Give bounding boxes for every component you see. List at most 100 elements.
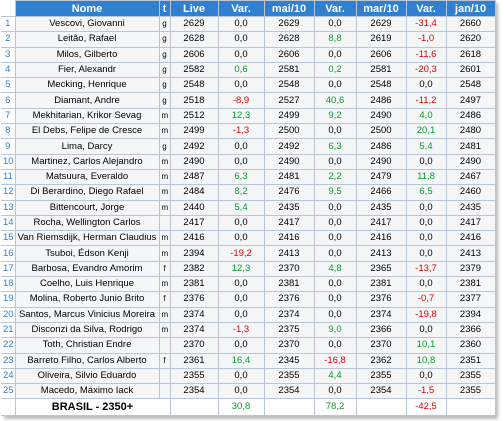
rating-cell: 2476 [263, 184, 315, 201]
var-cell: 20,1 [405, 123, 447, 140]
var-cell: 6,3 [217, 168, 265, 186]
header-cell [1, 0, 15, 17]
table-row: 19 Molina, Roberto Junio Brito f 2376 0,0 237… [1, 291, 496, 308]
title-cell: m [158, 276, 171, 293]
title-cell: m [158, 306, 171, 323]
rating-cell: 2487 [169, 168, 219, 186]
rating-cell: 2460 [445, 184, 496, 201]
header-cell: Var. [405, 0, 447, 17]
title-cell: m [158, 123, 171, 140]
var-cell: 0,0 [313, 230, 357, 247]
var-cell: 0,0 [313, 245, 357, 262]
header-cell: Var. [313, 0, 357, 17]
footer-cell [1, 398, 16, 417]
table-row: 9 Lima, Darcy g 2492 0,0 2492 6,3 2486 5,4 2481 [1, 138, 496, 155]
var-cell: 0,0 [217, 46, 265, 63]
rating-cell: 2360 [445, 337, 496, 354]
rating-cell: 2435 [263, 199, 315, 216]
var-cell: -1,0 [405, 31, 447, 48]
rating-cell: 2581 [263, 61, 315, 79]
var-cell: 0,0 [217, 291, 265, 308]
rating-cell: 2379 [445, 260, 496, 278]
footer-var: -42,5 [405, 398, 447, 417]
var-cell: 4,8 [313, 260, 357, 278]
var-cell: 0,0 [313, 15, 357, 33]
var-cell: 2,2 [313, 168, 357, 186]
ranking-table: Nome t Live Var. mai/10 Var. mar/10 Var. jan/10 … [1, 0, 496, 417]
name-cell: Toth, Christian Endre [14, 337, 160, 354]
rating-cell: 2606 [169, 46, 219, 63]
rank-cell: 18 [1, 276, 16, 293]
name-cell: Santos, Marcus Vinicius Moreira [14, 306, 160, 323]
var-cell: 0,0 [405, 153, 447, 170]
rank-cell: 16 [1, 245, 16, 262]
title-cell: g [158, 92, 171, 109]
table-row: 12 Di Berardino, Diego Rafael m 2484 8,2 2476… [1, 184, 496, 201]
table-row: 20 Santos, Marcus Vinicius Moreira m 2374 0,… [1, 306, 496, 323]
rank-cell: 5 [1, 77, 16, 94]
title-cell: m [158, 107, 171, 125]
table-row: 4 Fier, Alexandr g 2582 0,6 2581 0,2 2581 -20,3 2… [1, 61, 496, 79]
var-cell: 0,0 [313, 306, 357, 323]
rank-cell: 4 [1, 61, 16, 79]
rating-cell: 2416 [263, 230, 315, 247]
var-cell: 4,4 [313, 367, 357, 385]
name-cell: Fier, Alexandr [14, 61, 160, 79]
rating-cell: 2490 [355, 153, 407, 170]
table-row: 6 Diamant, Andre g 2518 -8,9 2527 40,6 2486 -11,… [1, 92, 496, 109]
name-cell: Molina, Roberto Junio Brito [14, 291, 160, 308]
var-cell: -11,6 [405, 46, 447, 63]
rating-cell: 2417 [445, 214, 496, 232]
table-row: 17 Barbosa, Evandro Amorim f 2382 12,3 2370 4,… [1, 260, 496, 278]
title-cell [158, 367, 171, 385]
table-row: 1 Vescovi, Giovanni g 2629 0,0 2629 0,0 2629 -31… [1, 15, 496, 33]
rank-cell: 9 [1, 138, 16, 155]
rating-cell: 2382 [169, 260, 219, 278]
rank-cell: 13 [1, 199, 16, 216]
name-cell: Leitão, Rafael [14, 31, 160, 48]
table-row: 16 Tsuboi, Édson Kenji m 2394 -19,2 2413 0,0 24… [1, 245, 496, 262]
name-cell: Macedo, Máximo Iack [14, 383, 160, 400]
rating-cell: 2582 [169, 61, 219, 79]
header-cell: Nome [14, 0, 160, 17]
rating-cell: 2374 [169, 321, 219, 339]
var-cell: 8,2 [217, 184, 265, 201]
var-cell: -19,8 [405, 306, 447, 323]
title-cell: f [158, 352, 171, 369]
header-cell: Live [169, 0, 219, 17]
table-row: 21 Disconzi da Silva, Rodrigo m 2374 -1,3 237… [1, 321, 496, 339]
rating-cell: 2435 [355, 199, 407, 216]
header-cell: jan/10 [445, 0, 496, 17]
var-cell: 0,2 [313, 61, 357, 79]
var-cell: 0,0 [405, 230, 447, 247]
rating-cell: 2500 [355, 123, 407, 140]
rank-cell: 8 [1, 123, 16, 140]
name-cell: Disconzi da Silva, Rodrigo [14, 321, 160, 339]
rating-cell: 2417 [355, 214, 407, 232]
rating-cell: 2351 [445, 352, 496, 369]
rating-cell: 2618 [445, 46, 496, 63]
rating-cell: 2629 [355, 15, 407, 33]
rating-cell: 2370 [263, 260, 315, 278]
header-cell: Var. [217, 0, 265, 17]
title-cell: m [158, 199, 171, 216]
var-cell: 0,0 [217, 306, 265, 323]
rating-cell: 2548 [169, 77, 219, 94]
var-cell: 0,6 [217, 61, 265, 79]
table-row: 22 Toth, Christian Endre 2370 0,0 2370 0,0 237… [1, 337, 496, 354]
name-cell: Martinez, Carlos Alejandro [14, 153, 160, 170]
title-cell: m [158, 184, 171, 201]
rating-cell: 2481 [445, 138, 496, 155]
rating-cell: 2413 [445, 245, 496, 262]
rating-cell: 2381 [355, 276, 407, 293]
var-cell: 11,8 [405, 168, 447, 186]
rank-cell: 20 [1, 306, 16, 323]
rating-cell: 2490 [445, 153, 496, 170]
rating-cell: 2381 [169, 276, 219, 293]
rating-cell: 2381 [445, 276, 496, 293]
title-cell: g [158, 31, 171, 48]
table-row: 3 Milos, Gilberto g 2606 0,0 2606 0,0 2606 -11,6… [1, 46, 496, 63]
title-cell [158, 337, 171, 354]
rating-cell: 2606 [263, 46, 315, 63]
